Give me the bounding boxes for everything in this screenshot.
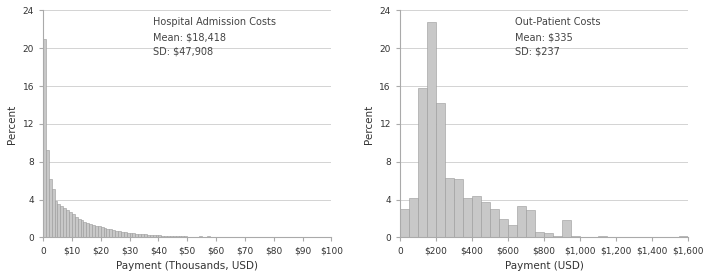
Text: Out-Patient Costs
Mean: $335
SD: $237: Out-Patient Costs Mean: $335 SD: $237 xyxy=(515,17,601,57)
Bar xyxy=(43,39,46,237)
Bar xyxy=(63,208,66,237)
Bar xyxy=(679,235,688,237)
Bar xyxy=(92,225,95,237)
Bar xyxy=(121,232,124,237)
Bar xyxy=(436,103,445,237)
Bar xyxy=(499,219,508,237)
Text: Hospital Admission Costs
Mean: $18,418
SD: $47,908: Hospital Admission Costs Mean: $18,418 S… xyxy=(153,17,276,57)
Bar xyxy=(481,202,490,237)
Bar xyxy=(77,219,80,237)
Bar xyxy=(138,234,141,237)
Bar xyxy=(472,196,481,237)
Bar xyxy=(135,234,138,237)
Bar xyxy=(199,236,202,237)
Bar xyxy=(181,236,184,237)
Bar xyxy=(69,212,72,237)
X-axis label: Payment (Thousands, USD): Payment (Thousands, USD) xyxy=(116,261,258,271)
Bar xyxy=(598,235,607,237)
Bar xyxy=(153,235,156,237)
Bar xyxy=(508,225,517,237)
Bar xyxy=(173,236,176,237)
Bar xyxy=(55,201,58,237)
Bar xyxy=(89,224,92,237)
Bar xyxy=(454,179,463,237)
Bar xyxy=(161,235,164,237)
Bar xyxy=(95,226,98,237)
Bar xyxy=(58,204,60,237)
Bar xyxy=(544,233,553,237)
Bar xyxy=(75,217,77,237)
Bar xyxy=(46,150,49,237)
Bar xyxy=(101,227,104,237)
Bar xyxy=(104,228,107,237)
Bar xyxy=(150,235,153,237)
Bar xyxy=(52,189,55,237)
Bar xyxy=(445,178,454,237)
Bar xyxy=(72,214,75,237)
Bar xyxy=(124,232,127,237)
Bar xyxy=(159,235,161,237)
Bar xyxy=(178,236,181,237)
Bar xyxy=(49,179,52,237)
Bar xyxy=(86,223,89,237)
Bar xyxy=(98,226,101,237)
Bar xyxy=(562,220,571,237)
Bar xyxy=(400,209,409,237)
Bar xyxy=(517,206,526,237)
Bar xyxy=(112,230,115,237)
Bar xyxy=(176,236,178,237)
Bar xyxy=(427,22,436,237)
Bar xyxy=(167,236,170,237)
Bar xyxy=(409,198,418,237)
Bar xyxy=(129,233,132,237)
Bar xyxy=(66,210,69,237)
Bar xyxy=(115,231,118,237)
X-axis label: Payment (USD): Payment (USD) xyxy=(505,261,584,271)
Bar xyxy=(60,206,63,237)
Bar xyxy=(132,234,135,237)
Bar xyxy=(526,210,535,237)
Bar xyxy=(418,88,427,237)
Bar xyxy=(83,222,86,237)
Bar xyxy=(164,236,167,237)
Bar xyxy=(144,234,147,237)
Bar xyxy=(127,233,129,237)
Bar xyxy=(107,229,109,237)
Bar xyxy=(156,235,159,237)
Bar xyxy=(118,231,121,237)
Bar xyxy=(463,198,472,237)
Bar xyxy=(490,209,499,237)
Y-axis label: Percent: Percent xyxy=(364,104,374,143)
Bar xyxy=(170,236,173,237)
Bar xyxy=(184,236,187,237)
Bar xyxy=(147,235,150,237)
Bar xyxy=(553,235,562,237)
Bar xyxy=(109,229,112,237)
Bar xyxy=(141,234,144,237)
Bar xyxy=(80,220,83,237)
Bar xyxy=(571,235,580,237)
Bar xyxy=(535,232,544,237)
Y-axis label: Percent: Percent xyxy=(7,104,17,143)
Bar xyxy=(208,236,210,237)
